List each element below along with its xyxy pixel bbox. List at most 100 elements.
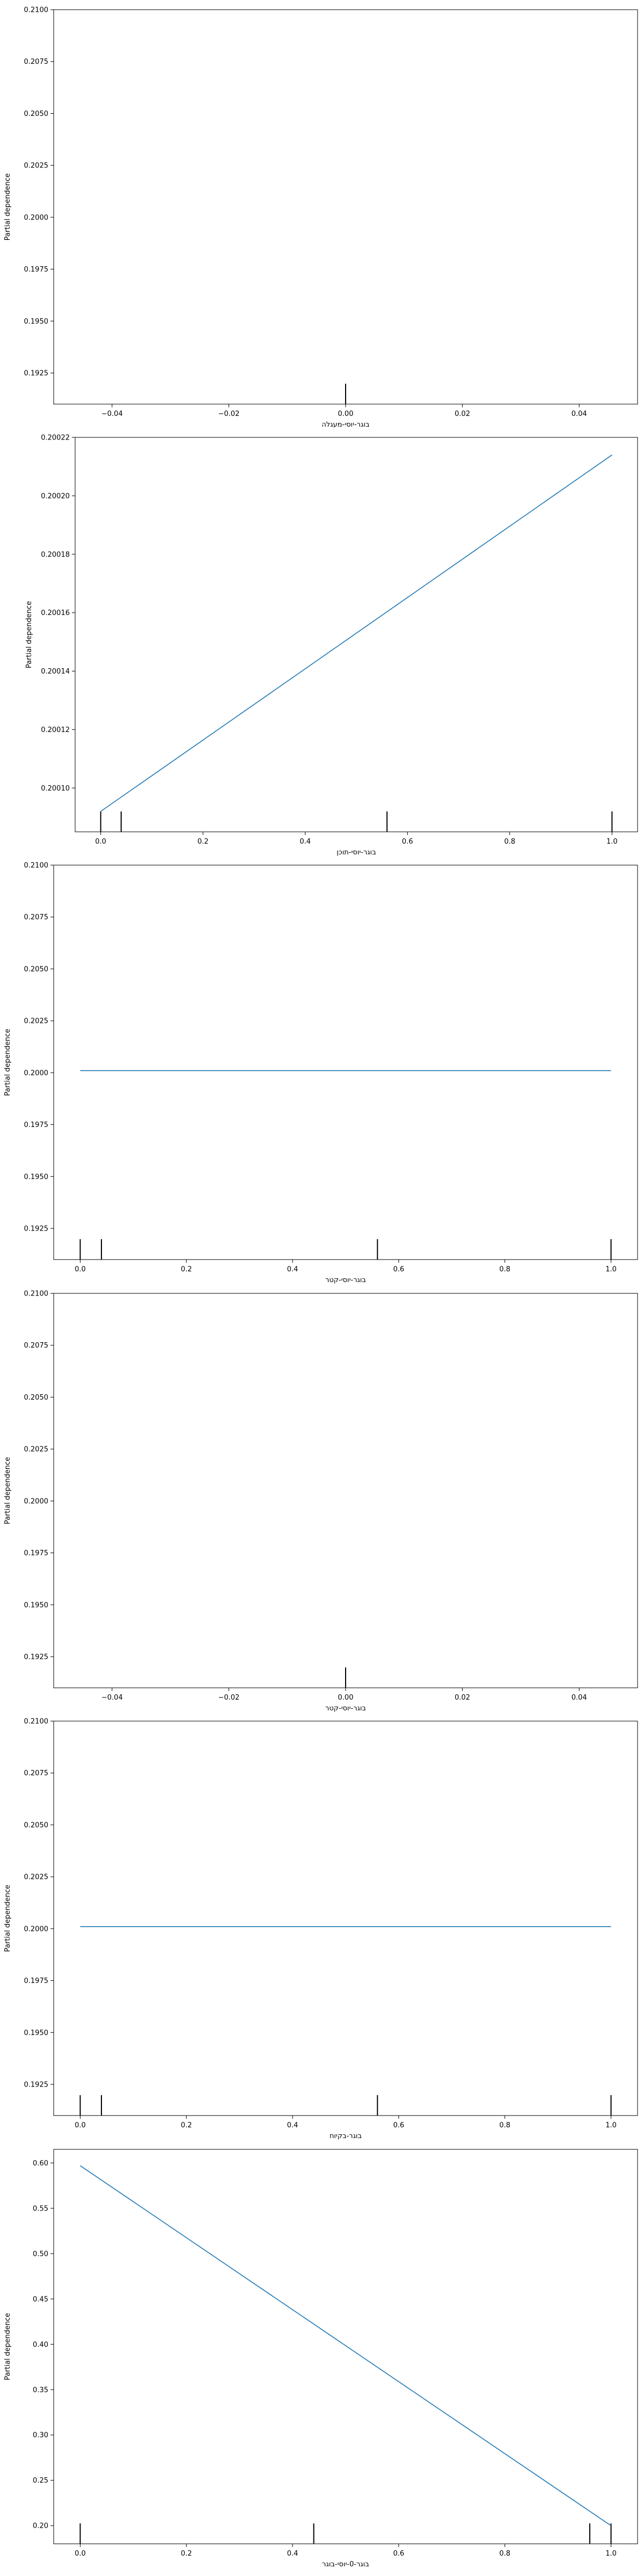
x-tick-label: 0.00: [338, 410, 354, 418]
x-tick-label: 0.6: [393, 2121, 405, 2129]
x-tick-label: 0.2: [181, 2550, 192, 2558]
x-axis-label: בוגר-יוסי-תוכן: [336, 848, 376, 857]
x-ticks-group: 0.0 0.2 0.4 0.6 0.8 1.0: [95, 832, 618, 846]
x-tick-label: 0.4: [299, 838, 311, 846]
x-axis-label: בוגר-יוסי-קטר: [325, 1276, 366, 1284]
y-ticks-group: 0.20010 0.20012 0.20014 0.20016 0.20018 0.200…: [41, 434, 75, 793]
x-tick-label: 0.2: [181, 1265, 192, 1274]
y-tick-label: 0.2075: [24, 913, 49, 921]
y-tick-label: 0.20020: [41, 492, 70, 500]
y-tick-label: 0.2025: [24, 1446, 49, 1454]
y-tick-label: 0.25: [33, 2477, 48, 2485]
y-tick-label: 0.1975: [24, 1977, 49, 1985]
axes-frame: [53, 865, 638, 1260]
y-tick-label: 0.20018: [41, 551, 70, 559]
y-tick-label: 0.1975: [24, 266, 49, 274]
x-tick-label: 0.0: [75, 1265, 86, 1274]
axes-frame: [53, 9, 638, 405]
y-tick-label: 0.30: [33, 2432, 48, 2440]
x-tick-label: 0.8: [499, 1265, 510, 1274]
y-axis-label: Partial dependence: [4, 2313, 12, 2380]
y-tick-label: 0.20010: [41, 785, 70, 793]
y-tick-label: 0.2000: [24, 1069, 49, 1077]
x-axis-label: בוגר-יוסי-מעגלה: [321, 421, 369, 429]
y-tick-label: 0.1950: [24, 318, 49, 326]
pdp-panel-1: 0.1925 0.1950 0.1975 0.2000 0.2025 0.2050 0.20…: [4, 6, 638, 429]
x-tick-label: 0.6: [402, 838, 413, 846]
rug-marks: [79, 1239, 612, 1260]
y-tick-label: 0.1925: [24, 2081, 49, 2089]
y-ticks-group: 0.1925 0.1950 0.1975 0.2000 0.2025 0.2050 0.20…: [24, 1290, 54, 1661]
x-axis-label: בוגר-בקיוח: [330, 2132, 362, 2140]
x-ticks-group: −0.04 −0.02 0.00 0.02 0.04: [101, 404, 587, 418]
y-ticks-group: 0.1925 0.1950 0.1975 0.2000 0.2025 0.2050 0.20…: [24, 1718, 54, 2089]
y-tick-label: 0.1950: [24, 2029, 49, 2037]
y-ticks-group: 0.1925 0.1950 0.1975 0.2000 0.2025 0.2050 0.20…: [24, 6, 54, 377]
y-tick-label: 0.55: [33, 2205, 48, 2213]
y-tick-label: 0.2000: [24, 214, 49, 222]
y-tick-label: 0.35: [33, 2386, 48, 2394]
y-tick-label: 0.1925: [24, 1653, 49, 1661]
y-tick-label: 0.2025: [24, 162, 49, 170]
y-tick-label: 0.1975: [24, 1121, 49, 1129]
y-tick-label: 0.2075: [24, 1342, 49, 1350]
x-ticks-group: −0.04 −0.02 0.00 0.02 0.04: [101, 1688, 587, 1702]
y-tick-label: 0.1925: [24, 1225, 49, 1233]
x-axis-label: בוגר-0-יוסי-בוגר: [322, 2560, 369, 2568]
y-tick-label: 0.1925: [24, 369, 49, 377]
y-tick-label: 0.45: [33, 2295, 48, 2303]
y-tick-label: 0.2050: [24, 965, 49, 974]
x-tick-label: 0.4: [287, 2121, 298, 2129]
rug-marks: [100, 811, 613, 832]
rug-marks: [79, 2095, 612, 2116]
x-tick-label: 1.0: [606, 838, 618, 846]
y-tick-label: 0.20: [33, 2522, 48, 2530]
y-tick-label: 0.20022: [41, 434, 70, 442]
y-tick-label: 0.2050: [24, 110, 49, 118]
y-tick-label: 0.2000: [24, 1497, 49, 1505]
y-tick-label: 0.2075: [24, 58, 49, 66]
x-tick-label: −0.02: [218, 1694, 239, 1702]
y-tick-label: 0.2100: [24, 1290, 49, 1298]
y-tick-label: 0.2075: [24, 1769, 49, 1777]
axes-frame: [75, 437, 638, 832]
y-tick-label: 0.2000: [24, 1925, 49, 1933]
x-tick-label: 0.0: [75, 2550, 86, 2558]
y-tick-label: 0.20016: [41, 609, 70, 617]
pdp-panel-6: 0.20 0.25 0.30 0.35 0.40 0.45 0.50 0.55 0.60 0.0…: [4, 2149, 638, 2568]
x-tick-label: 0.00: [338, 1694, 354, 1702]
y-axis-label: Partial dependence: [4, 1457, 12, 1524]
pd-line: [100, 455, 612, 812]
y-axis-label: Partial dependence: [25, 601, 33, 668]
x-tick-label: 0.6: [393, 2550, 405, 2558]
y-axis-label: Partial dependence: [4, 1029, 12, 1096]
x-tick-label: 0.8: [499, 2550, 510, 2558]
y-tick-label: 0.1950: [24, 1173, 49, 1181]
x-tick-label: 0.02: [455, 1694, 470, 1702]
y-axis-label: Partial dependence: [4, 1885, 12, 1952]
y-tick-label: 0.40: [33, 2341, 48, 2349]
y-axis-label: Partial dependence: [4, 173, 12, 240]
x-tick-label: 0.02: [455, 410, 470, 418]
y-ticks-group: 0.20 0.25 0.30 0.35 0.40 0.45 0.50 0.55 0.60: [33, 2160, 54, 2530]
x-tick-label: 1.0: [605, 1265, 617, 1274]
y-tick-label: 0.2025: [24, 1874, 49, 1882]
axes-frame: [53, 1721, 638, 2116]
x-ticks-group: 0.0 0.2 0.4 0.6 0.8 1.0: [75, 1260, 617, 1274]
y-tick-label: 0.2025: [24, 1018, 49, 1026]
y-tick-label: 0.20014: [41, 668, 70, 676]
x-tick-label: −0.04: [101, 410, 123, 418]
pd-line: [80, 2165, 611, 2526]
pdp-panel-4: 0.1925 0.1950 0.1975 0.2000 0.2025 0.2050 0.20…: [4, 1290, 638, 1713]
y-tick-label: 0.2050: [24, 1821, 49, 1829]
x-tick-label: −0.04: [101, 1694, 123, 1702]
x-tick-label: 0.04: [572, 1694, 587, 1702]
x-tick-label: 0.8: [499, 2121, 510, 2129]
pdp-panel-2: 0.20010 0.20012 0.20014 0.20016 0.20018 0.200…: [25, 434, 638, 857]
y-tick-label: 0.1975: [24, 1549, 49, 1557]
axes-frame: [53, 1293, 638, 1688]
x-ticks-group: 0.0 0.2 0.4 0.6 0.8 1.0: [75, 2116, 617, 2129]
y-tick-label: 0.2050: [24, 1394, 49, 1402]
x-tick-label: −0.02: [218, 410, 239, 418]
